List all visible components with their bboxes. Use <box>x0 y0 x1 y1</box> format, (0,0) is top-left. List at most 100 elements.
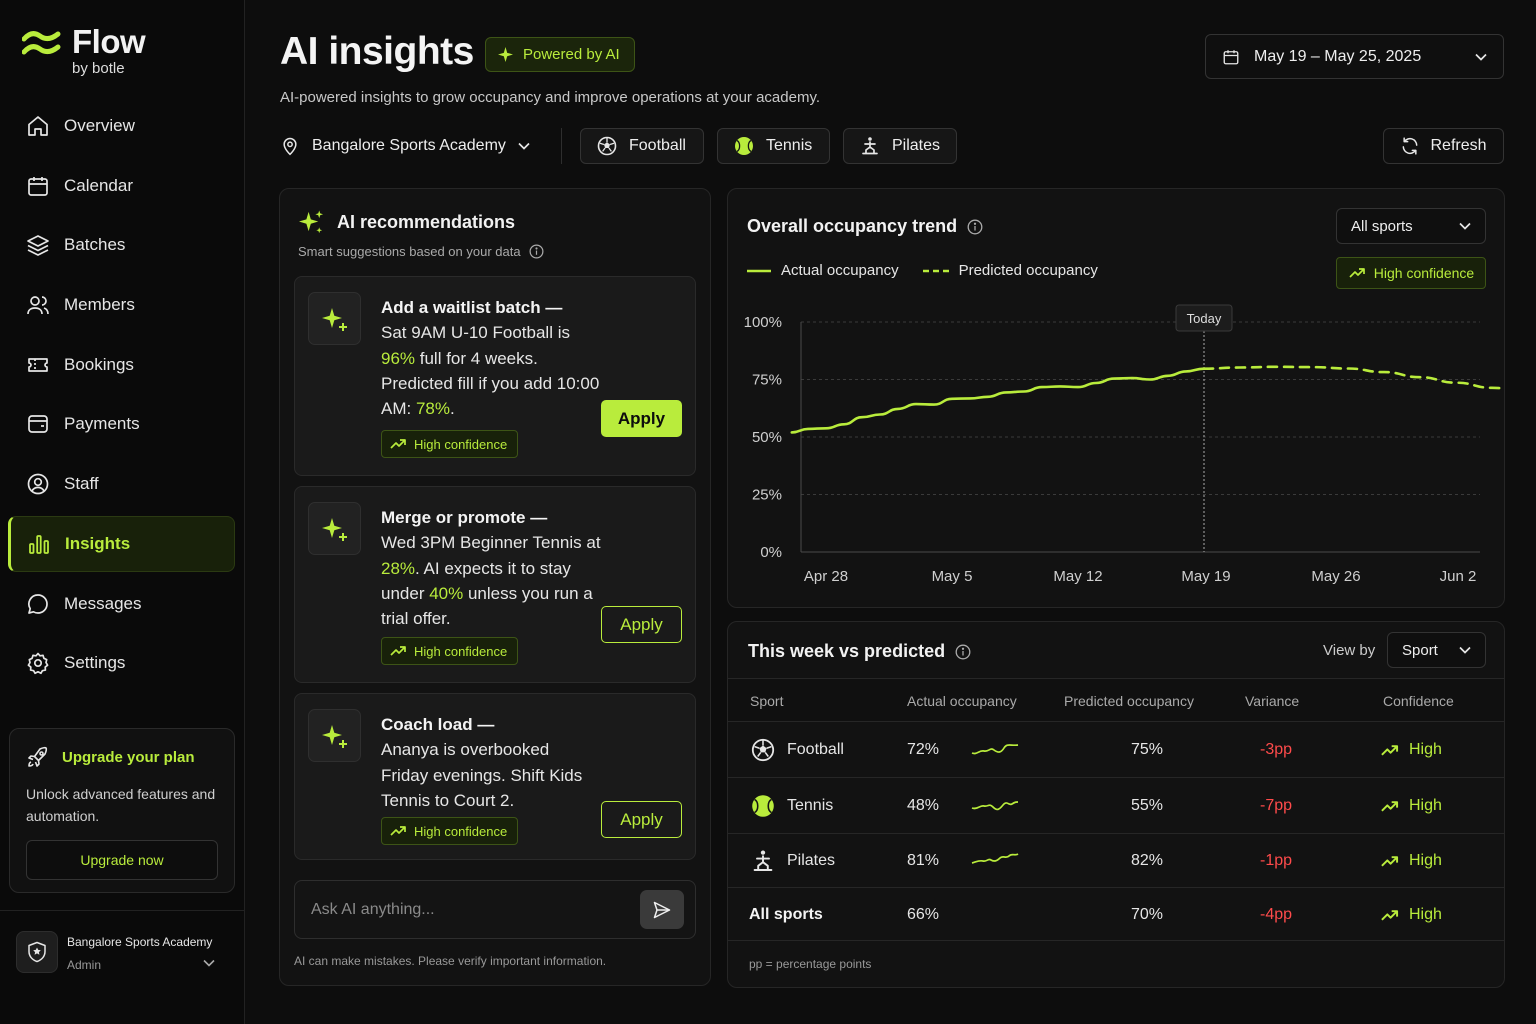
sport-name: Tennis <box>787 797 834 814</box>
chip-label: Tennis <box>766 137 813 154</box>
column-header-confidence[interactable]: Confidence <box>1383 693 1454 709</box>
table-row[interactable]: Pilates 81% 82% -1pp High <box>728 834 1504 888</box>
table-row[interactable]: Football 72% 75% -3pp High <box>728 722 1504 778</box>
confidence-label: High confidence <box>414 643 508 659</box>
chevron-down-icon <box>518 142 530 150</box>
view-by-select[interactable]: Sport <box>1387 632 1486 668</box>
map-pin-icon <box>283 137 297 156</box>
sport-filter-select[interactable]: All sports <box>1336 208 1486 244</box>
sport-chip-pilates[interactable]: Pilates <box>843 128 957 164</box>
send-icon <box>653 901 671 918</box>
recommendation-text: Merge or promote — Wed 3PM Beginner Tenn… <box>381 505 601 631</box>
org-switcher[interactable]: Bangalore Sports Academy Admin <box>0 910 245 1024</box>
ai-recommendations-panel: AI recommendations Smart suggestions bas… <box>279 188 711 986</box>
message-icon <box>28 593 48 614</box>
wallet-icon <box>28 415 48 434</box>
occupancy-trend-chart: 0% 25% 50% 75% 100% Apr 28 May 5 May 12 May 19 Ma… <box>744 304 1504 585</box>
column-header-actual[interactable]: Actual occupancy <box>907 693 1017 709</box>
page-subtitle: AI-powered insights to grow occupancy an… <box>280 89 821 106</box>
panel-subtitle: Smart suggestions based on your data <box>298 244 521 259</box>
sidebar-item-insights[interactable]: Insights <box>8 515 235 572</box>
apply-button[interactable]: Apply <box>601 801 682 838</box>
ai-disclaimer: AI can make mistakes. Please verify impo… <box>294 954 607 968</box>
text-segment: Wed 3PM Beginner Tennis at <box>381 533 601 553</box>
brand-logo[interactable]: Flow by botle <box>22 23 146 77</box>
chevron-down-icon <box>1459 222 1471 230</box>
sidebar-item-settings[interactable]: Settings <box>8 635 235 691</box>
toolbar-divider <box>561 128 562 164</box>
sidebar-item-label: Overview <box>64 116 135 135</box>
x-tick-label: May 5 <box>932 568 973 585</box>
sidebar-item-messages[interactable]: Messages <box>8 576 235 632</box>
sport-name: Pilates <box>787 852 836 869</box>
apply-button[interactable]: Apply <box>601 400 682 437</box>
trending-up-icon <box>390 439 406 449</box>
send-button[interactable] <box>640 890 684 929</box>
page-title: AI insights <box>280 30 474 73</box>
chip-label: Football <box>629 137 686 154</box>
sidebar-item-label: Calendar <box>64 175 133 195</box>
confidence-badge: High confidence <box>1336 257 1486 289</box>
recommendation-title: Add a waitlist batch — <box>381 298 563 317</box>
column-header-variance[interactable]: Variance <box>1245 693 1300 709</box>
sport-chip-football[interactable]: Football <box>580 128 704 164</box>
recommendation-card: Coach load — Ananya is overbooked Friday… <box>294 693 696 860</box>
occupancy-trend-panel: Overall occupancy trend All sports Actua… <box>727 188 1505 608</box>
table-row[interactable]: Tennis 48% 55% -7pp High <box>728 778 1504 834</box>
x-tick-label: May 26 <box>1311 568 1360 585</box>
sidebar-item-bookings[interactable]: Bookings <box>8 337 235 393</box>
sidebar-item-members[interactable]: Members <box>8 277 235 333</box>
y-tick-label: 75% <box>752 372 782 389</box>
flow-logo-icon <box>22 31 61 55</box>
location-select[interactable]: Bangalore Sports Academy <box>280 128 530 164</box>
info-icon[interactable] <box>955 644 971 660</box>
tennis-ball-icon <box>735 137 753 155</box>
chevron-down-icon <box>1459 646 1471 654</box>
sidebar-item-label: Payments <box>64 414 140 434</box>
sparkle-plus-icon <box>321 517 347 541</box>
sidebar-item-label: Settings <box>64 653 126 673</box>
text-segment: full for 4 weeks. Predicted fill if you … <box>381 348 600 419</box>
date-range-picker[interactable]: May 19 – May 25, 2025 <box>1205 34 1504 79</box>
table-total-row[interactable]: All sports 66% 70% -4pp High <box>728 888 1504 941</box>
sidebar-item-batches[interactable]: Batches <box>8 217 235 273</box>
text-segment: Sat 9AM U-10 Football is <box>381 323 570 343</box>
table-title: This week vs predicted <box>748 641 946 661</box>
trending-up-icon <box>390 646 406 656</box>
confidence-label: High confidence <box>414 436 508 452</box>
chip-label: Pilates <box>891 137 940 154</box>
trending-up-icon <box>1381 744 1399 756</box>
variance-value: -7pp <box>1260 797 1293 814</box>
recommendation-card: Add a waitlist batch — Sat 9AM U-10 Foot… <box>294 276 696 476</box>
column-header-sport[interactable]: Sport <box>750 693 784 709</box>
actual-value: 72% <box>907 741 940 758</box>
upgrade-description: Unlock advanced features and automation. <box>26 786 216 824</box>
trending-up-icon <box>1381 909 1399 921</box>
ask-ai-input[interactable] <box>296 882 626 937</box>
sidebar-item-label: Staff <box>64 474 99 494</box>
predicted-value: 70% <box>1131 906 1164 923</box>
trending-up-icon <box>1349 268 1365 278</box>
variance-value: -4pp <box>1260 906 1293 923</box>
info-icon[interactable] <box>967 219 983 235</box>
football-icon <box>597 136 617 156</box>
sidebar-item-overview[interactable]: Overview <box>8 98 235 154</box>
rocket-icon <box>28 746 48 767</box>
sidebar-item-staff[interactable]: Staff <box>8 456 235 512</box>
sidebar-item-label: Bookings <box>64 354 134 374</box>
refresh-button[interactable]: Refresh <box>1383 128 1504 164</box>
column-header-predicted[interactable]: Predicted occupancy <box>1064 693 1194 709</box>
sport-chip-tennis[interactable]: Tennis <box>717 128 830 164</box>
brand-name: Flow <box>72 23 146 60</box>
info-icon[interactable] <box>529 244 544 259</box>
upgrade-title: Upgrade your plan <box>62 748 195 766</box>
confidence-badge: High confidence <box>381 817 519 845</box>
sparkle-plus-icon <box>321 724 347 748</box>
home-icon <box>28 116 48 136</box>
sidebar-item-payments[interactable]: Payments <box>8 396 235 452</box>
apply-button[interactable]: Apply <box>601 606 682 643</box>
sidebar-item-calendar[interactable]: Calendar <box>8 158 235 214</box>
recommendation-card: Merge or promote — Wed 3PM Beginner Tenn… <box>294 486 696 683</box>
upgrade-now-button[interactable]: Upgrade now <box>26 840 218 880</box>
highlight-value: 78% <box>415 399 450 419</box>
